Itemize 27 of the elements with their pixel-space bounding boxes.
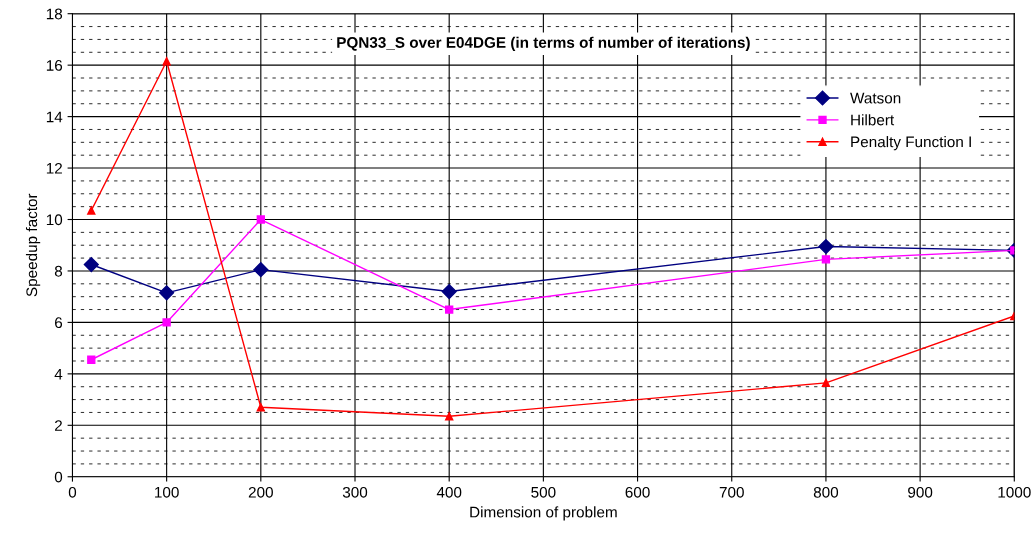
x-tick-label: 200 (248, 486, 273, 498)
x-tick-label: 400 (436, 486, 462, 498)
y-tick-label: 12 (46, 162, 62, 174)
y-tick-label: 6 (55, 317, 63, 329)
y-tick-label: 18 (46, 8, 63, 20)
x-tick-label: 100 (155, 486, 179, 498)
y-tick-label: 2 (55, 420, 62, 431)
y-tick-label: 14 (46, 111, 63, 123)
legend-label: Penalty Function I (851, 136, 971, 151)
x-tick-label: 500 (531, 486, 556, 498)
y-tick-label: 0 (54, 471, 63, 483)
x-tick-label: 800 (813, 486, 839, 498)
x-tick-label: 600 (625, 486, 650, 498)
x-tick-label: 1000 (998, 486, 1031, 498)
x-axis-title: Dimension of problem (470, 506, 617, 521)
y-tick-label: 16 (46, 60, 63, 71)
legend-label: Watson (850, 92, 901, 104)
y-tick-label: 4 (54, 368, 63, 380)
y-tick-label: 8 (54, 265, 63, 277)
x-tick-label: 300 (342, 486, 368, 498)
text: PQN33_S over E04DGE (in terms of number of iterations) (337, 36, 750, 51)
x-tick-label: 900 (908, 486, 933, 498)
legend-label: Hilbert (851, 114, 895, 126)
x-tick-label: 0 (68, 486, 77, 498)
x-tick-label: 700 (719, 486, 744, 498)
y-axis-title: Speedup factor (25, 193, 41, 297)
y-tick-label: 10 (46, 214, 63, 226)
